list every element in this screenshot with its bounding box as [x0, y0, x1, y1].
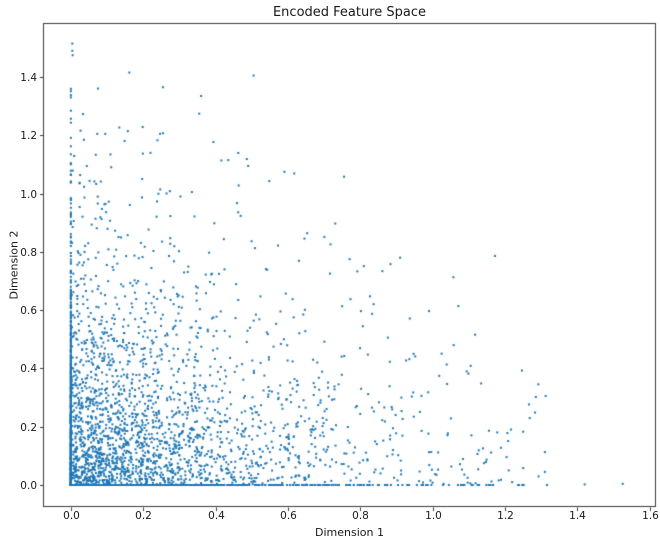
- y-tick-label: 0.4: [20, 362, 37, 375]
- x-axis-label: Dimension 1: [315, 526, 384, 539]
- x-tick-label: 0.8: [352, 510, 369, 522]
- x-tick-label: 0.4: [208, 510, 225, 522]
- y-tick-label: 0.0: [20, 479, 37, 492]
- x-tick-label: 0.2: [135, 510, 152, 522]
- plot-title: Encoded Feature Space: [272, 5, 427, 20]
- x-tick-label: 0.0: [63, 510, 80, 522]
- y-tick-label: 1.4: [20, 71, 37, 84]
- y-tick-label: 0.8: [20, 246, 37, 259]
- x-tick-label: 0.6: [280, 510, 297, 522]
- x-tick-label: 1.6: [642, 510, 659, 522]
- y-tick-label: 1.2: [20, 129, 37, 142]
- y-tick-label: 0.6: [20, 304, 37, 317]
- x-tick-label: 1.0: [425, 510, 442, 522]
- y-tick-label: 1.0: [20, 188, 37, 201]
- y-tick-label: 0.2: [20, 421, 37, 434]
- x-tick-label: 1.4: [569, 510, 586, 522]
- y-axis-label: Dimension 2: [7, 230, 21, 300]
- x-tick-label: 1.2: [497, 510, 514, 522]
